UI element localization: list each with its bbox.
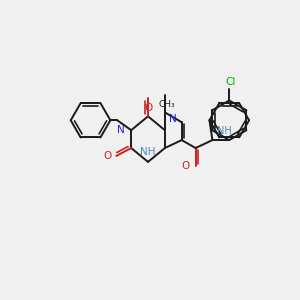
Text: NH: NH xyxy=(218,126,232,136)
Text: CH₃: CH₃ xyxy=(158,100,175,109)
Text: N: N xyxy=(118,125,125,135)
Text: NH: NH xyxy=(140,147,156,157)
Text: N: N xyxy=(169,114,177,124)
Text: O: O xyxy=(144,103,152,113)
Text: Cl: Cl xyxy=(225,76,236,87)
Text: O: O xyxy=(182,161,190,171)
Text: O: O xyxy=(103,151,111,161)
